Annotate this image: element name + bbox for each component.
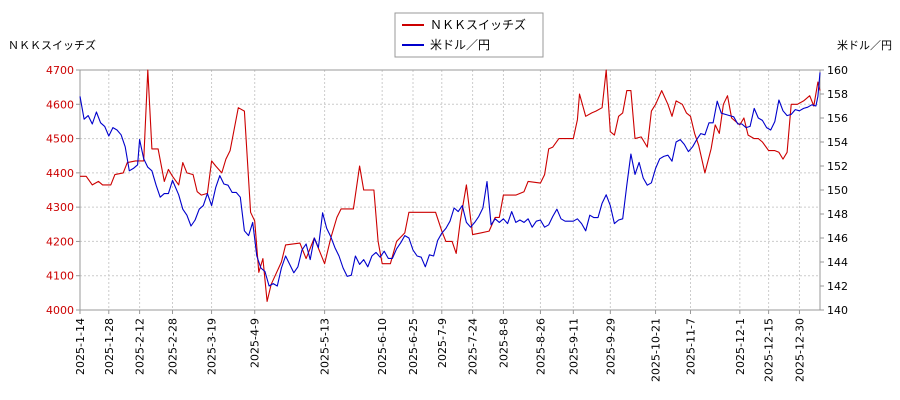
legend-label-stock: ＮＫＫスイッチズ [430,17,526,32]
x-tick-label: 2025-12-30 [793,318,806,382]
x-tick-label: 2025-2-12 [134,318,147,375]
x-axis: 2025-1-14 2025-1-28 2025-2-12 2025-2-28 2025… [74,310,806,382]
x-tick-label: 2025-3-19 [206,318,219,375]
legend: ＮＫＫスイッチズ 米ドル／円 [394,12,544,58]
left-axis: 4000 4100 4200 4300 4400 4500 4600 4700 [46,64,80,317]
x-tick-label: 2025-1-28 [103,318,116,375]
right-tick-label: 140 [827,304,848,317]
right-tick-label: 146 [827,232,848,245]
x-tick-label: 2025-6-10 [376,318,389,375]
left-tick-label: 4400 [46,167,74,180]
left-tick-label: 4700 [46,64,74,77]
x-tick-label: 2025-6-25 [407,318,420,375]
x-tick-label: 2025-9-11 [567,318,580,375]
left-tick-label: 4200 [46,235,74,248]
right-axis: 140 142 144 146 148 150 152 154 156 158 160 [820,64,848,317]
legend-label-usdjpy: 米ドル／円 [430,38,490,52]
right-axis-title: 米ドル／円 [837,39,892,52]
right-tick-label: 152 [827,160,848,173]
series-line-usdjpy [79,72,821,287]
left-axis-title: ＮＫＫスイッチズ [8,38,96,52]
right-tick-label: 142 [827,280,848,293]
x-tick-label: 2025-12-1 [734,318,747,375]
x-tick-label: 2025-11-7 [685,318,698,375]
x-tick-label: 2025-9-29 [604,318,617,375]
right-tick-label: 154 [827,136,848,149]
left-tick-label: 4500 [46,133,74,146]
right-tick-label: 150 [827,184,848,197]
right-tick-label: 144 [827,256,848,269]
legend-box [394,12,544,58]
left-tick-label: 4100 [46,270,74,283]
left-tick-label: 4000 [46,304,74,317]
left-tick-label: 4300 [46,201,74,214]
x-tick-label: 2025-7-9 [436,318,449,368]
right-tick-label: 160 [827,64,848,77]
right-tick-label: 158 [827,88,848,101]
x-tick-label: 2025-10-21 [650,318,663,382]
right-tick-label: 156 [827,112,848,125]
x-tick-label: 2025-12-15 [763,318,776,382]
x-tick-label: 2025-5-13 [319,318,332,375]
x-tick-label: 2025-8-26 [534,318,547,375]
right-tick-label: 148 [827,208,848,221]
series-layer [79,69,821,302]
x-tick-label: 2025-8-8 [497,318,510,368]
x-tick-label: 2025-1-14 [74,318,87,375]
left-tick-label: 4600 [46,98,74,111]
x-tick-label: 2025-4-9 [249,318,262,368]
x-tick-label: 2025-2-28 [167,318,180,375]
series-line-stock [80,69,821,302]
x-tick-label: 2025-7-24 [467,318,480,375]
